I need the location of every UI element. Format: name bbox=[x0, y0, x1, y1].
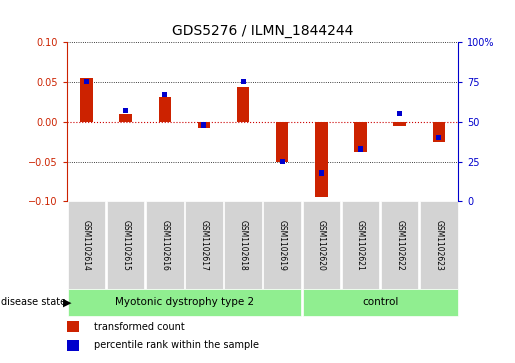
Bar bbox=[354, 122, 367, 152]
Text: GSM1102623: GSM1102623 bbox=[434, 220, 443, 270]
Bar bbox=[159, 97, 171, 122]
Text: GSM1102621: GSM1102621 bbox=[356, 220, 365, 270]
Bar bbox=[68, 201, 105, 289]
Bar bbox=[198, 122, 210, 128]
Bar bbox=[315, 122, 328, 197]
Text: ▶: ▶ bbox=[63, 297, 72, 307]
Text: GSM1102619: GSM1102619 bbox=[278, 220, 287, 270]
Bar bbox=[162, 92, 167, 97]
Text: GSM1102620: GSM1102620 bbox=[317, 220, 326, 270]
Bar bbox=[67, 340, 78, 351]
Text: percentile rank within the sample: percentile rank within the sample bbox=[94, 340, 260, 350]
Bar bbox=[397, 111, 402, 117]
Bar bbox=[342, 201, 379, 289]
Bar bbox=[201, 122, 207, 128]
Bar bbox=[68, 289, 301, 316]
Text: transformed count: transformed count bbox=[94, 322, 185, 332]
Text: GSM1102615: GSM1102615 bbox=[121, 220, 130, 270]
Bar bbox=[276, 122, 288, 162]
Text: control: control bbox=[362, 297, 398, 307]
Text: GSM1102614: GSM1102614 bbox=[82, 220, 91, 270]
Bar bbox=[303, 201, 340, 289]
Text: GSM1102616: GSM1102616 bbox=[160, 220, 169, 270]
Text: GSM1102617: GSM1102617 bbox=[199, 220, 209, 270]
Bar bbox=[433, 122, 445, 142]
Text: disease state: disease state bbox=[1, 297, 65, 307]
Bar bbox=[119, 114, 132, 122]
Bar bbox=[146, 201, 183, 289]
Title: GDS5276 / ILMN_1844244: GDS5276 / ILMN_1844244 bbox=[172, 24, 353, 38]
Bar bbox=[237, 87, 249, 122]
Bar bbox=[420, 201, 457, 289]
Bar bbox=[80, 78, 93, 122]
Bar bbox=[107, 201, 144, 289]
Bar bbox=[225, 201, 262, 289]
Bar bbox=[84, 79, 89, 85]
Bar bbox=[436, 135, 441, 140]
Bar bbox=[393, 122, 406, 126]
Bar bbox=[319, 170, 324, 176]
Bar bbox=[381, 201, 418, 289]
Bar bbox=[280, 159, 285, 164]
Bar bbox=[185, 201, 222, 289]
Bar bbox=[123, 107, 128, 113]
Bar bbox=[67, 322, 78, 333]
Text: GSM1102622: GSM1102622 bbox=[395, 220, 404, 270]
Bar bbox=[264, 201, 301, 289]
Bar bbox=[358, 146, 363, 152]
Text: GSM1102618: GSM1102618 bbox=[238, 220, 248, 270]
Bar bbox=[241, 79, 246, 85]
Bar bbox=[303, 289, 457, 316]
Text: Myotonic dystrophy type 2: Myotonic dystrophy type 2 bbox=[115, 297, 254, 307]
